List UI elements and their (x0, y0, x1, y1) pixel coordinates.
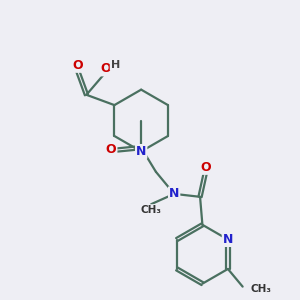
Text: CH₃: CH₃ (251, 284, 272, 294)
Text: N: N (223, 233, 233, 246)
Text: O: O (200, 161, 211, 174)
Text: H: H (111, 60, 120, 70)
Text: N: N (136, 145, 146, 158)
Text: N: N (169, 188, 179, 200)
Text: CH₃: CH₃ (140, 205, 161, 215)
Text: O: O (106, 143, 116, 157)
Text: O: O (72, 59, 83, 72)
Text: O: O (100, 62, 111, 75)
